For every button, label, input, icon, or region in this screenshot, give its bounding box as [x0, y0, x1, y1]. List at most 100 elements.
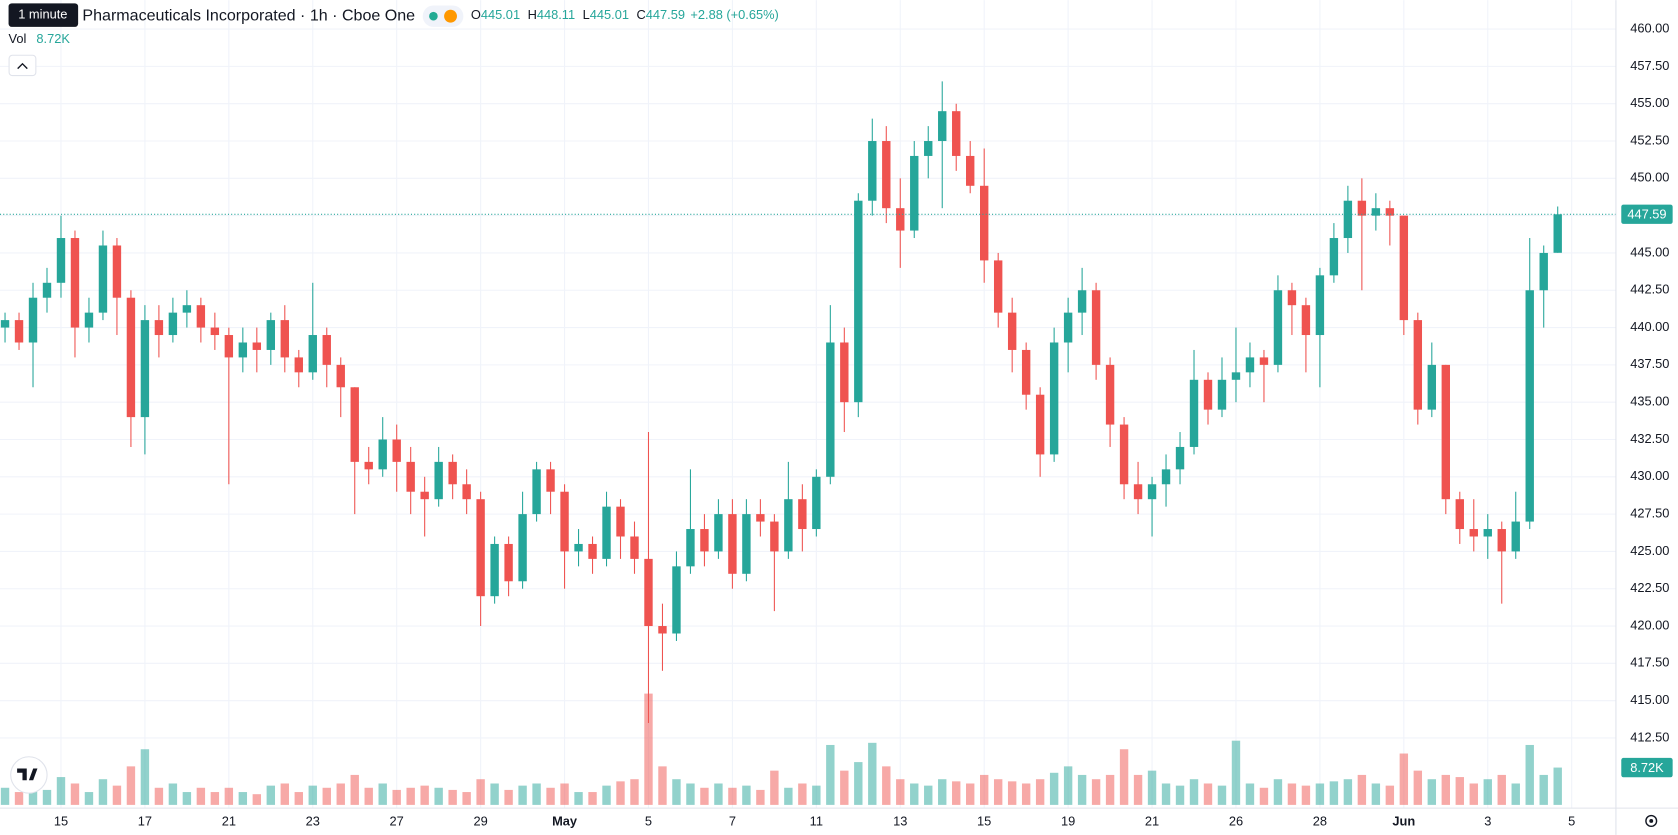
candle-body — [350, 387, 359, 462]
candle-body — [252, 342, 262, 350]
candle-body — [1539, 252, 1548, 291]
volume-bar — [196, 787, 206, 805]
volume-bar — [1063, 766, 1073, 805]
volume-bar — [770, 770, 779, 805]
status-pill[interactable] — [422, 5, 464, 27]
candle-body — [1455, 499, 1464, 530]
volume-bar — [84, 792, 94, 805]
volume-bar — [1091, 779, 1101, 805]
x-tick-label: 28 — [1313, 813, 1327, 828]
candle-body — [882, 141, 891, 209]
candle-body — [140, 320, 150, 418]
volume-bar — [1175, 785, 1185, 805]
settings-icon[interactable] — [1645, 814, 1658, 827]
volume-bar — [1077, 774, 1087, 805]
y-tick-label: 457.50 — [1630, 58, 1669, 73]
candle-body — [1357, 200, 1367, 216]
candle-body — [406, 461, 415, 492]
last-volume-label: 8.72K — [1630, 760, 1664, 775]
change-value: +2.88 (+0.65%) — [690, 8, 778, 23]
volume-bar — [979, 774, 989, 805]
volume-bar — [406, 787, 415, 805]
volume-bar — [840, 770, 849, 805]
volume-bar — [1329, 781, 1339, 805]
volume-bar — [378, 783, 387, 805]
ohlc-legend: O445.01 H448.11 L445.01 C447.59 +2.88 (+0.65… — [471, 8, 779, 23]
candle-body — [14, 320, 24, 343]
candle-layer — [0, 81, 1616, 724]
volume-bar — [1133, 774, 1143, 805]
tooltip: 1 minute — [18, 7, 67, 22]
logo[interactable] — [10, 756, 48, 794]
ohlc-value: 445.01 — [590, 8, 629, 23]
candle-body — [1483, 529, 1492, 537]
y-tick-label: 442.50 — [1630, 282, 1669, 297]
x-tick-label: 27 — [390, 813, 404, 828]
volume-bar — [0, 787, 10, 805]
candle-body — [266, 320, 276, 350]
y-tick-label: 420.00 — [1630, 617, 1669, 632]
candle-body — [378, 439, 387, 470]
settings-icon-dot — [1649, 819, 1654, 823]
volume-bar — [1371, 783, 1381, 805]
candle-body — [1035, 394, 1045, 455]
x-tick-label: May — [552, 813, 578, 828]
candle-body — [224, 335, 234, 358]
candle-body — [658, 626, 667, 634]
x-tick-label: 15 — [54, 813, 68, 828]
y-tick-label: 415.00 — [1630, 692, 1669, 707]
x-tick-label: 15 — [977, 813, 991, 828]
volume-bar — [784, 787, 793, 805]
candle-body — [70, 238, 80, 328]
candle-body — [1049, 342, 1059, 455]
candle-body — [1553, 214, 1562, 253]
candle-body — [1511, 521, 1520, 552]
volume-bar — [686, 783, 695, 805]
candle-body — [112, 245, 122, 298]
candle-body — [952, 111, 961, 156]
market-status-dot — [429, 11, 438, 21]
logo-mark — [17, 768, 38, 781]
candle-body — [1385, 208, 1395, 216]
candle-body — [560, 491, 569, 552]
y-tick-label: 435.00 — [1630, 394, 1669, 409]
volume-bar — [350, 774, 359, 805]
collapse-button[interactable] — [8, 54, 37, 77]
volume-bar — [252, 794, 262, 805]
candle-body — [1105, 364, 1115, 425]
volume-bar — [1007, 781, 1017, 805]
candle-body — [1203, 379, 1213, 410]
candle-body — [0, 320, 10, 328]
volume-bar — [308, 785, 317, 805]
candle-body — [1301, 305, 1311, 336]
candle-body — [924, 141, 933, 156]
volume-bar — [42, 789, 52, 805]
candle-body — [602, 506, 611, 559]
volume-bar — [518, 785, 527, 805]
y-tick-label: 445.00 — [1630, 244, 1669, 259]
x-tick-label: 13 — [893, 813, 907, 828]
candle-body — [1175, 446, 1185, 470]
candle-body — [532, 469, 541, 515]
candle-body — [1231, 372, 1241, 380]
volume-bar — [420, 785, 429, 805]
y-tick-label: 425.00 — [1630, 543, 1669, 558]
volume-bar — [98, 779, 108, 805]
candle-body — [840, 342, 849, 403]
candle-body — [1021, 349, 1031, 395]
candle-body — [728, 514, 737, 574]
candle-body — [1343, 200, 1353, 239]
candle-body — [1133, 484, 1143, 500]
candle-body — [1161, 469, 1171, 485]
volume-bar — [266, 785, 276, 805]
y-tick-label: 432.50 — [1630, 431, 1669, 446]
candle-body — [210, 327, 220, 336]
volume-bar — [1553, 767, 1562, 805]
symbol-title[interactable]: Pharmaceuticals Incorporated · 1h · Cboe… — [82, 6, 415, 24]
candle-body — [154, 320, 164, 336]
candle-body — [1525, 290, 1534, 522]
candle-body — [686, 529, 695, 567]
last-price-label: 447.59 — [1627, 207, 1666, 222]
delay-badge — [444, 9, 457, 23]
x-tick-label: 11 — [810, 813, 823, 828]
